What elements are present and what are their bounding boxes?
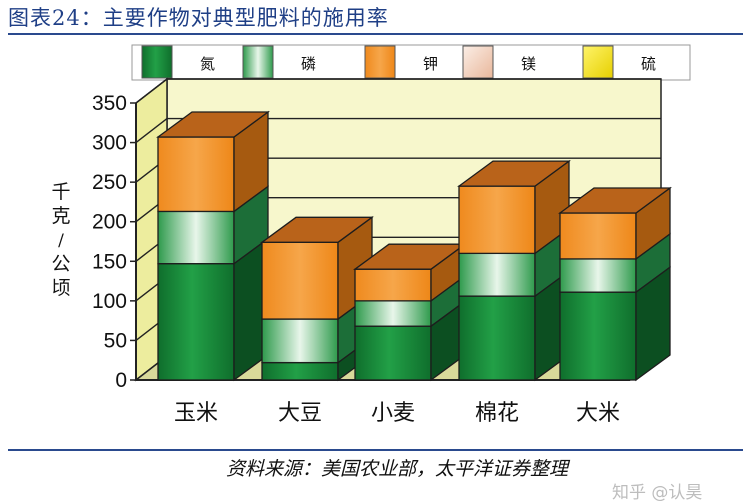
x-tick-label: 小麦 xyxy=(371,401,415,426)
legend-label: 氮 xyxy=(200,55,215,73)
bar-top xyxy=(260,216,374,243)
gridline xyxy=(135,117,661,144)
legend-swatch xyxy=(242,45,274,79)
bar-segment-nitrogen xyxy=(157,237,269,382)
legend-swatch xyxy=(364,45,396,79)
chart-title: 图表24：主要作物对典型肥料的施用率 xyxy=(8,6,389,30)
legend-label: 钾 xyxy=(423,55,438,73)
legend-item-magnesium: 镁 xyxy=(462,45,536,79)
legend: 氮磷钾镁硫 xyxy=(131,44,691,81)
legend-swatch xyxy=(141,45,173,79)
legend-label: 硫 xyxy=(641,55,656,73)
bar-segment-nitrogen xyxy=(559,265,671,382)
watermark: 知乎 @认昊 xyxy=(612,483,703,503)
y-tick-label: 350 xyxy=(92,92,127,115)
x-tick-label: 玉米 xyxy=(174,401,218,426)
y-tick-label: 150 xyxy=(92,250,127,273)
y-tick-label: 100 xyxy=(92,290,127,313)
legend-label: 磷 xyxy=(301,55,316,73)
legend-swatch xyxy=(582,45,614,79)
source-note: 资料来源：美国农业部，太平洋证券整理 xyxy=(226,458,569,480)
stacked-bar-chart: 氮 磷 钾 镁 硫 0 50 100 150 200 250 300 350 玉米 大豆 小麦 棉花 大米 千… xyxy=(51,44,691,426)
bar-segment-potassium xyxy=(261,216,373,321)
bar-segment-potassium xyxy=(157,110,269,213)
bar-top xyxy=(558,187,672,214)
x-axis: 玉米 大豆 小麦 棉花 大米 xyxy=(174,401,620,426)
gridline xyxy=(135,78,661,104)
y-tick-label: 300 xyxy=(92,132,127,155)
title-divider xyxy=(8,33,743,35)
source-divider xyxy=(8,449,743,451)
legend-item-phosphorus: 磷 xyxy=(242,45,316,79)
bar-top xyxy=(156,111,270,138)
legend-item-potassium: 钾 xyxy=(364,45,438,79)
y-tick-label: 200 xyxy=(92,211,127,234)
bar-segment-potassium xyxy=(559,186,671,261)
bars xyxy=(156,110,672,382)
x-tick-label: 棉花 xyxy=(475,401,519,426)
x-tick-label: 大豆 xyxy=(278,401,322,426)
legend-item-nitrogen: 氮 xyxy=(141,45,215,79)
y-tick-label: 0 xyxy=(115,369,127,392)
y-axis-label: 千克/公顷 xyxy=(51,181,70,299)
bar-top xyxy=(457,160,571,187)
bar-segment-nitrogen xyxy=(458,269,570,382)
bar-segment-phosphorus xyxy=(354,274,466,328)
legend-label: 镁 xyxy=(521,55,536,73)
x-tick-label: 大米 xyxy=(576,401,620,426)
y-tick-label: 250 xyxy=(92,171,127,194)
y-tick-label: 50 xyxy=(104,329,127,352)
legend-item-sulfur: 硫 xyxy=(582,45,656,79)
legend-swatch xyxy=(462,45,494,79)
